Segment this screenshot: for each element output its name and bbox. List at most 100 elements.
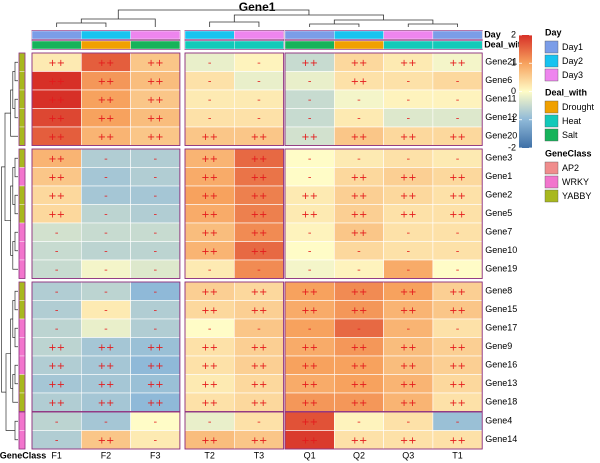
column-label: T1 (452, 450, 463, 460)
cell-label: ++ (251, 246, 268, 257)
chart-title: Gene1 (239, 0, 276, 14)
annotation-day-cell (334, 30, 384, 40)
row-annotation-yabby (18, 185, 26, 205)
cell-label: - (208, 265, 212, 276)
row-annotation-yabby (18, 52, 26, 72)
column-label: T3 (254, 450, 265, 460)
row-annotation-wrky (18, 355, 26, 375)
legend-label: Salt (562, 130, 578, 140)
cell-label: ++ (351, 228, 368, 239)
cell-label: ++ (400, 191, 417, 202)
cell-label: - (257, 76, 261, 87)
cell-label: ++ (449, 305, 466, 316)
legend-label: Day1 (562, 42, 583, 52)
cell-label: - (357, 417, 361, 428)
cell-label: ++ (351, 191, 368, 202)
cell-label: ++ (400, 379, 417, 390)
cell-label: ++ (400, 361, 417, 372)
heatmap-block-frame (31, 52, 181, 146)
cell-label: ++ (301, 379, 318, 390)
annotation-day-cell (383, 30, 434, 40)
cell-label: ++ (201, 342, 218, 353)
row-label: Gene8 (485, 286, 512, 296)
cell-label: - (153, 154, 157, 165)
cell-label: - (406, 417, 410, 428)
heatmap-block-frame (31, 411, 181, 450)
cell-label: ++ (400, 287, 417, 298)
row-annotation-yabby (18, 89, 26, 109)
cell-label: ++ (147, 398, 164, 409)
cell-label: ++ (251, 342, 268, 353)
cell-label: - (104, 191, 108, 202)
annotation-deal-with-cell (81, 40, 131, 50)
cell-label: - (55, 305, 59, 316)
cell-label: - (257, 265, 261, 276)
heatmap-block-frame (31, 281, 181, 412)
cell-label: - (456, 246, 460, 257)
cell-label: - (456, 76, 460, 87)
cell-label: - (357, 154, 361, 165)
cell-label: ++ (251, 435, 268, 446)
cell-label: ++ (400, 435, 417, 446)
cell-label: ++ (98, 379, 115, 390)
column-label: Q1 (304, 450, 316, 460)
row-label: Gene20 (485, 131, 517, 141)
cell-label: ++ (251, 305, 268, 316)
cell-label: - (406, 228, 410, 239)
color-bar-tick-label: 2 (511, 29, 516, 39)
cell-label: ++ (301, 132, 318, 143)
row-label: Gene9 (485, 341, 512, 351)
legend-swatch (544, 114, 559, 128)
cell-label: ++ (48, 209, 65, 220)
row-label: Gene21 (485, 57, 517, 67)
annotation-label-deal-with: Deal_with (484, 39, 526, 49)
cell-label: ++ (48, 76, 65, 87)
cell-label: ++ (98, 435, 115, 446)
row-label: Gene14 (485, 434, 517, 444)
legend-label: Drought (562, 102, 595, 112)
annotation-deal-with-cell (383, 40, 434, 50)
column-dendrogram-branch (407, 23, 458, 27)
cell-label: - (153, 265, 157, 276)
cell-label: ++ (351, 398, 368, 409)
cell-label: ++ (449, 209, 466, 220)
row-annotation-frame (18, 52, 26, 146)
cell-label: - (104, 324, 108, 335)
cell-label: - (456, 95, 460, 106)
cell-label: ++ (251, 209, 268, 220)
row-annotation-yabby (18, 281, 26, 301)
cell-label: - (208, 417, 212, 428)
legend-title-geneclass: GeneClass (545, 148, 592, 158)
cell-label: - (456, 228, 460, 239)
legend-swatch (544, 40, 559, 54)
cell-label: - (456, 265, 460, 276)
cell-label: - (308, 172, 312, 183)
row-label: Gene7 (485, 227, 512, 237)
cell-label: ++ (400, 58, 417, 69)
cell-label: ++ (201, 435, 218, 446)
row-label: Gene13 (485, 378, 517, 388)
cell-label: ++ (301, 398, 318, 409)
row-label: Gene15 (485, 304, 517, 314)
legend-label: WRKY (562, 177, 589, 187)
cell-label: ++ (201, 172, 218, 183)
cell-label: ++ (400, 342, 417, 353)
cell-label: - (406, 154, 410, 165)
cell-label: ++ (98, 342, 115, 353)
row-annotation-wrky (18, 167, 26, 187)
annotation-day-cell (284, 30, 335, 40)
row-label: Gene4 (485, 416, 512, 426)
annotation-deal-with-cell (334, 40, 384, 50)
cell-label: - (308, 246, 312, 257)
cell-label: ++ (251, 398, 268, 409)
cell-label: ++ (301, 191, 318, 202)
cell-label: ++ (449, 191, 466, 202)
row-dendrogram-branch (12, 374, 18, 403)
color-bar (519, 35, 532, 148)
heatmap-block-frame (184, 281, 285, 412)
cell-label: - (153, 246, 157, 257)
cell-label: ++ (201, 287, 218, 298)
cell-label: - (104, 305, 108, 316)
cell-label: - (153, 191, 157, 202)
